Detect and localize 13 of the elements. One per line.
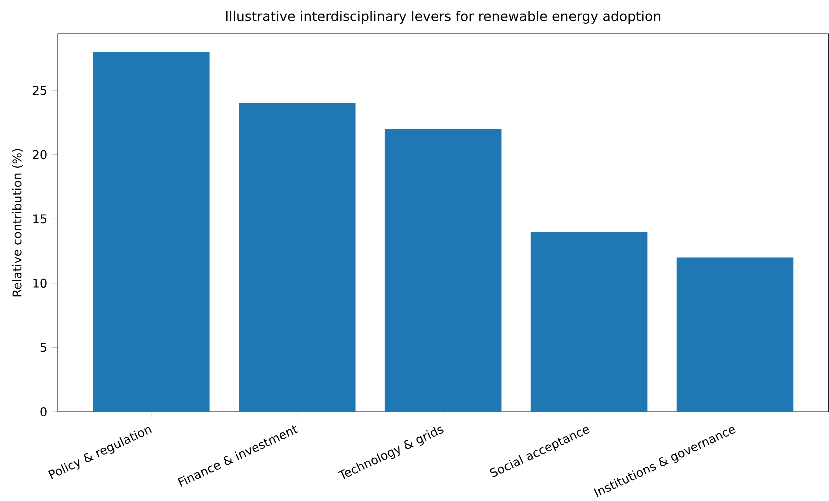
bar <box>238 103 356 412</box>
chart-title: Illustrative interdisciplinary levers for renewable energy adoption <box>226 11 660 24</box>
bar <box>530 232 648 412</box>
y-axis-title: Relative contribution (%) <box>12 149 24 297</box>
bar <box>93 52 210 412</box>
y-tick-label: 15 <box>34 214 47 224</box>
y-tick-label: 10 <box>34 278 47 288</box>
bar <box>384 129 502 412</box>
y-tick-label: 0 <box>40 407 47 417</box>
y-tick-label: 5 <box>40 343 47 352</box>
bar <box>676 258 794 412</box>
y-tick-label: 20 <box>33 150 47 160</box>
y-tick-label: 25 <box>33 86 47 96</box>
